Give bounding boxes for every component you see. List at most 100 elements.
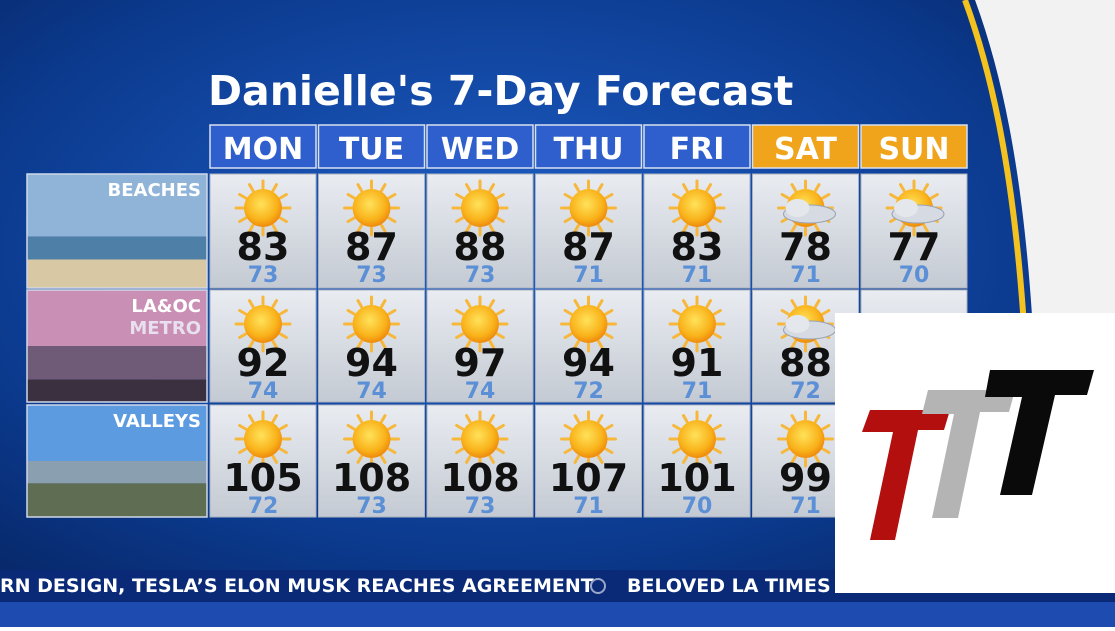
sun-ray bbox=[346, 424, 356, 431]
region-photo bbox=[27, 259, 207, 288]
day-header bbox=[426, 124, 534, 169]
sun-ray bbox=[455, 193, 465, 200]
sun-ray bbox=[814, 454, 821, 464]
day-label: MON bbox=[223, 132, 303, 167]
sun-ray bbox=[790, 414, 797, 424]
sun-ray bbox=[682, 414, 689, 424]
sun-ray bbox=[597, 183, 604, 193]
sun-ray bbox=[705, 299, 712, 309]
sun-ray bbox=[682, 183, 689, 193]
sun-ray bbox=[705, 414, 712, 424]
sun bbox=[352, 420, 391, 458]
sun-ray bbox=[790, 339, 797, 349]
sun-ray bbox=[712, 447, 722, 454]
sun-ray bbox=[712, 424, 722, 431]
sun-ray bbox=[356, 454, 363, 464]
sun-ray bbox=[573, 339, 580, 349]
sun-ray bbox=[380, 454, 387, 464]
high-temp: 78 bbox=[779, 225, 832, 269]
sun-ray bbox=[238, 216, 248, 223]
low-temp: 71 bbox=[573, 494, 604, 519]
sun-ray bbox=[465, 339, 472, 349]
sun-ray bbox=[238, 424, 248, 431]
sun-ray bbox=[465, 454, 472, 464]
sun-ray bbox=[380, 183, 387, 193]
sun-ray bbox=[573, 223, 580, 233]
region-label: LA&OC bbox=[131, 296, 201, 317]
sun-ray bbox=[563, 424, 573, 431]
sun-ray bbox=[465, 414, 472, 424]
sun-ray bbox=[597, 299, 604, 309]
region-label: VALLEYS bbox=[113, 411, 201, 432]
high-temp: 99 bbox=[779, 456, 832, 500]
region-label: METRO bbox=[129, 318, 201, 339]
sun bbox=[786, 420, 825, 458]
low-temp: 73 bbox=[356, 494, 387, 519]
sun-ray bbox=[922, 223, 929, 233]
sun bbox=[352, 305, 391, 343]
sun-ray bbox=[238, 332, 248, 339]
cloud bbox=[785, 315, 810, 333]
sun-ray bbox=[889, 193, 899, 200]
high-temp: 101 bbox=[657, 456, 736, 500]
sun-ray bbox=[495, 424, 505, 431]
high-temp: 108 bbox=[440, 456, 519, 500]
sun-ray bbox=[278, 447, 288, 454]
sun-ray bbox=[597, 414, 604, 424]
sun-ray bbox=[248, 183, 255, 193]
sun bbox=[461, 305, 499, 343]
watermark-logo bbox=[835, 313, 1115, 593]
sun bbox=[678, 189, 716, 227]
low-temp: 73 bbox=[465, 494, 496, 519]
sun-ray bbox=[780, 424, 790, 431]
ticker-base bbox=[0, 602, 1115, 627]
sun-ray bbox=[346, 309, 356, 316]
sun-ray bbox=[821, 424, 831, 431]
region-frame bbox=[26, 173, 208, 289]
sun-ray bbox=[238, 447, 248, 454]
sun-ray bbox=[488, 223, 495, 233]
sun-ray bbox=[248, 339, 255, 349]
sun-ray bbox=[455, 309, 465, 316]
sun-ray bbox=[380, 339, 387, 349]
sun-ray bbox=[356, 183, 363, 193]
day-header bbox=[534, 124, 643, 169]
sun-ray bbox=[814, 414, 821, 424]
high-temp: 87 bbox=[562, 225, 615, 269]
high-temp: 88 bbox=[779, 341, 832, 385]
sun-ray bbox=[488, 339, 495, 349]
day-header bbox=[317, 124, 426, 169]
day-label: TUE bbox=[339, 132, 404, 167]
sun-ray bbox=[387, 332, 397, 339]
sun-ray bbox=[604, 216, 614, 223]
sun-ray bbox=[790, 183, 797, 193]
sun-ray bbox=[899, 183, 906, 193]
sun-ray bbox=[821, 309, 831, 316]
sun-ray bbox=[278, 216, 288, 223]
sun-ray bbox=[380, 223, 387, 233]
low-temp: 74 bbox=[248, 379, 279, 404]
sun-ray bbox=[672, 193, 682, 200]
region-frame bbox=[26, 404, 208, 518]
high-temp: 88 bbox=[454, 225, 507, 269]
sun-ray bbox=[573, 183, 580, 193]
sun-ray bbox=[604, 332, 614, 339]
sun-ray bbox=[573, 414, 580, 424]
sun-ray bbox=[356, 339, 363, 349]
sun-ray bbox=[455, 216, 465, 223]
day-label: THU bbox=[554, 132, 624, 167]
sun-ray bbox=[682, 299, 689, 309]
day-label: FRI bbox=[670, 132, 725, 167]
high-temp: 94 bbox=[345, 341, 398, 385]
sun-ray bbox=[705, 339, 712, 349]
sun-ray bbox=[790, 299, 797, 309]
high-temp: 83 bbox=[671, 225, 724, 269]
sun-ray bbox=[814, 339, 821, 349]
sun-ray bbox=[573, 299, 580, 309]
sun bbox=[244, 305, 282, 343]
forecast-cell bbox=[535, 289, 642, 403]
sun bbox=[244, 420, 282, 458]
low-temp: 71 bbox=[790, 263, 821, 288]
sun-ray bbox=[672, 332, 682, 339]
region-photo bbox=[27, 405, 207, 461]
